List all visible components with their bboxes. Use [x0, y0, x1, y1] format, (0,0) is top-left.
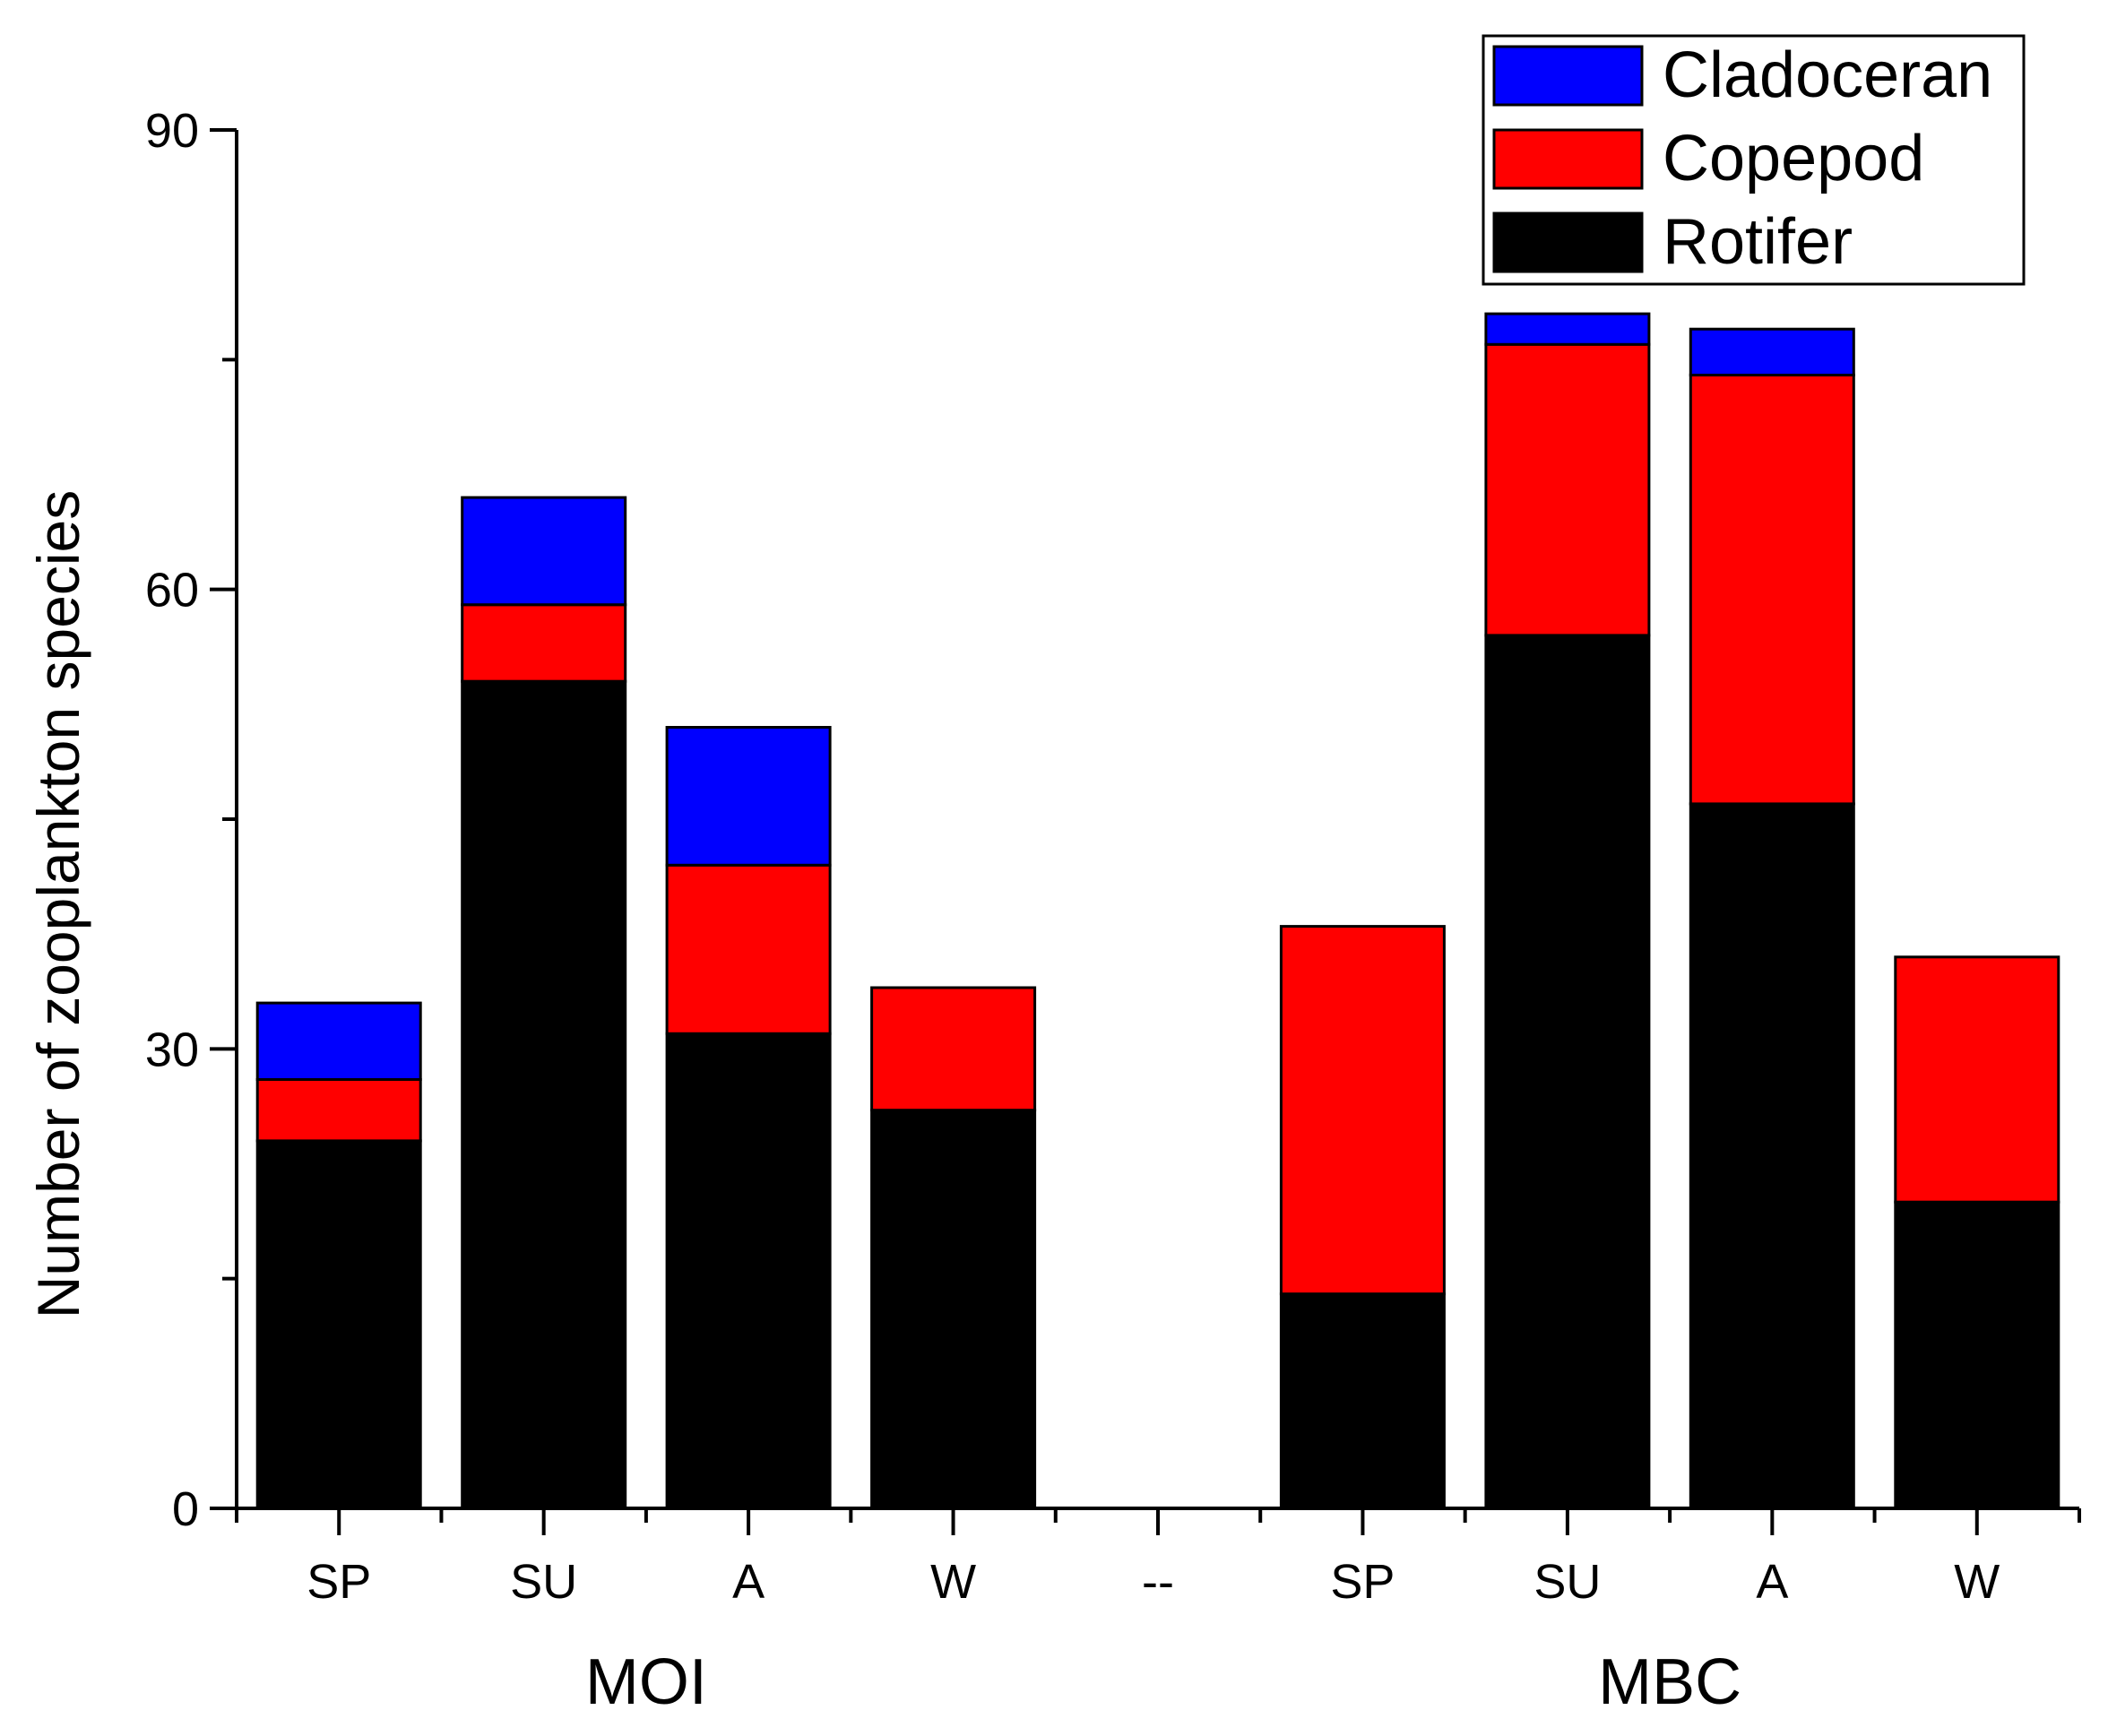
bar-rotifer-8	[1894, 1200, 2060, 1510]
group-label-moi: MOI	[585, 1646, 707, 1718]
x-tick-label-3: W	[930, 1555, 976, 1609]
x-tick-label-0: SP	[307, 1555, 371, 1609]
x-tick-label-7: A	[1756, 1555, 1788, 1609]
bar-copepod-7	[1689, 373, 1855, 806]
bar-rotifer-7	[1689, 802, 1855, 1510]
x-tick-label-6: SU	[1533, 1555, 1601, 1609]
bar-cladoceran-7	[1689, 327, 1855, 377]
x-tick-label-1: SU	[510, 1555, 577, 1609]
legend-label-rotifer: Rotifer	[1663, 206, 1853, 278]
y-tick-label-90: 90	[145, 104, 199, 158]
legend-swatch-rotifer	[1492, 212, 1644, 273]
group-label-mbc: MBC	[1598, 1646, 1741, 1718]
y-tick-label-30: 30	[145, 1023, 199, 1076]
legend-swatch-cladoceran	[1492, 45, 1644, 107]
bar-copepod-3	[870, 986, 1037, 1112]
bar-cladoceran-0	[255, 1001, 422, 1081]
bar-rotifer-5	[1279, 1292, 1446, 1510]
bar-cladoceran-2	[665, 726, 832, 867]
x-tick-label-4: --	[1142, 1555, 1174, 1609]
legend-swatch-copepod	[1492, 128, 1644, 190]
axes-layer	[210, 128, 2081, 1535]
legend-label-copepod: Copepod	[1663, 123, 1924, 194]
bar-copepod-0	[255, 1078, 422, 1143]
bar-rotifer-6	[1484, 634, 1651, 1510]
x-tick-label-8: W	[1954, 1555, 2000, 1609]
bars-layer	[255, 312, 2060, 1510]
bar-cladoceran-1	[461, 496, 627, 607]
bar-rotifer-2	[665, 1032, 832, 1510]
legend: Cladoceran Copepod Rotifer	[1482, 34, 2026, 286]
labels-layer: 0 30 60 90 SP SU A W -- SP SU A W MOI MBC Number of zoo…	[25, 104, 2000, 1718]
bar-copepod-8	[1894, 955, 2060, 1204]
bar-copepod-5	[1279, 925, 1446, 1296]
x-tick-label-5: SP	[1330, 1555, 1395, 1609]
bar-cladoceran-6	[1484, 312, 1651, 346]
bar-copepod-6	[1484, 342, 1651, 637]
y-axis-title: Number of zooplankton species	[25, 490, 91, 1319]
y-tick-label-0: 0	[172, 1482, 199, 1536]
legend-label-cladoceran: Cladoceran	[1663, 39, 1992, 111]
y-tick-label-60: 60	[145, 564, 199, 618]
bar-rotifer-0	[255, 1139, 422, 1510]
x-tick-label-2: A	[732, 1555, 765, 1609]
bar-copepod-1	[461, 603, 627, 683]
bar-copepod-2	[665, 863, 832, 1035]
bar-rotifer-3	[870, 1109, 1037, 1510]
bar-rotifer-1	[461, 679, 627, 1510]
